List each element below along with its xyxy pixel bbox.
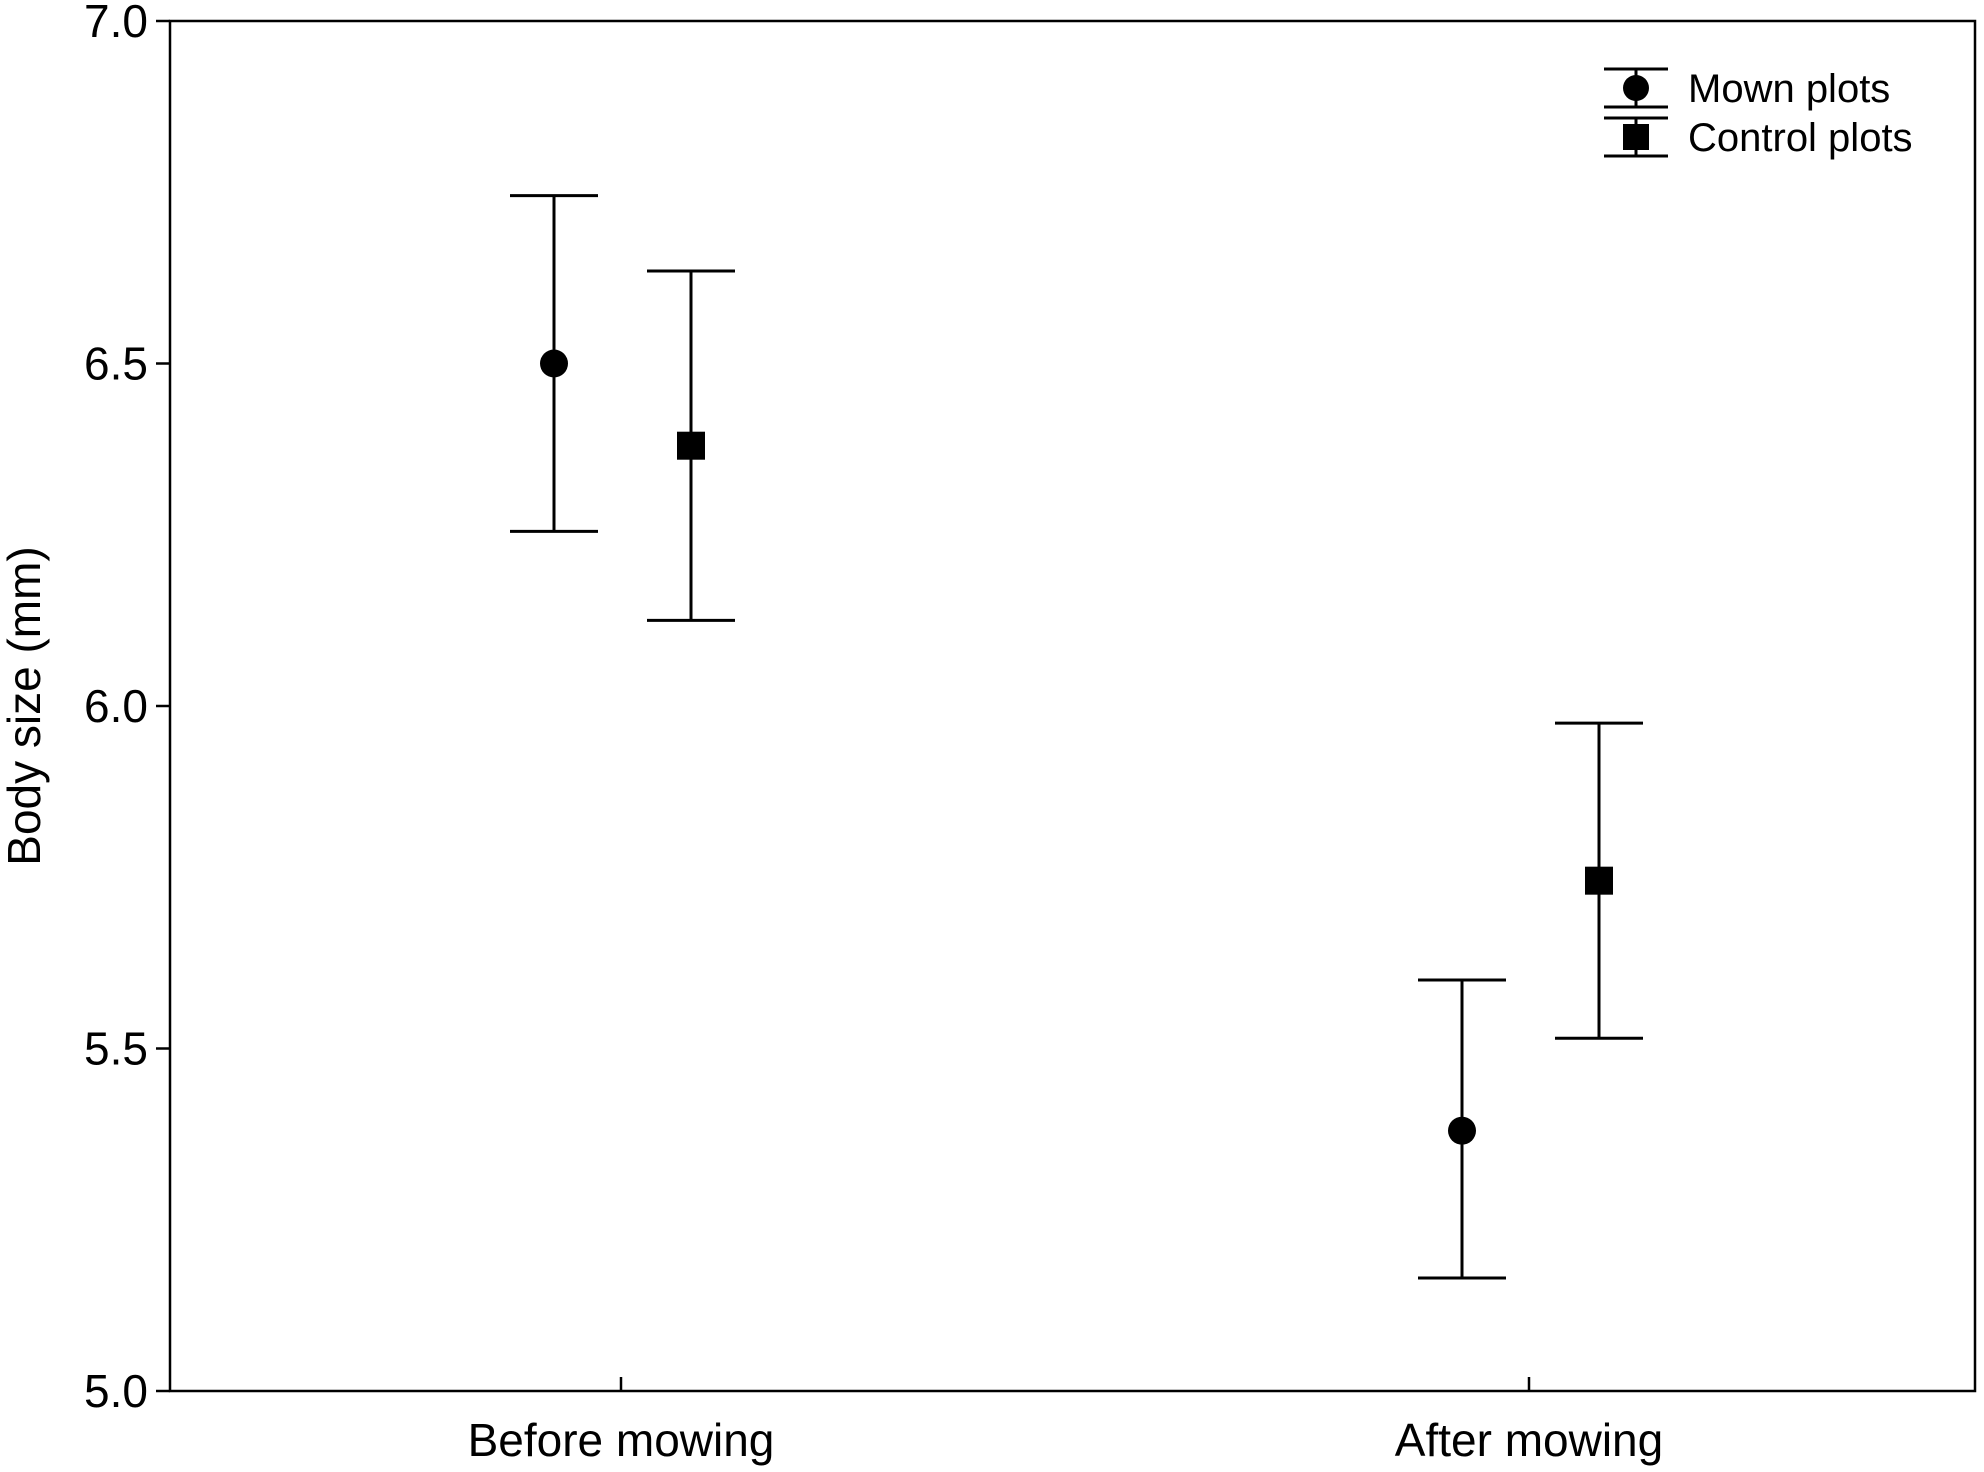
legend-marker-circle bbox=[1623, 75, 1649, 101]
plot-frame bbox=[168, 19, 1977, 1393]
x-tick-label: Before mowing bbox=[468, 1414, 775, 1466]
y-axis-label: Body size (mm) bbox=[0, 546, 50, 865]
error-bar-point bbox=[647, 269, 735, 622]
legend: Mown plots Control plots bbox=[1604, 67, 1913, 160]
legend-marker-square bbox=[1623, 124, 1649, 150]
y-tick-label: 6.0 bbox=[84, 680, 148, 732]
error-bar-point bbox=[1555, 721, 1643, 1040]
y-tick-label: 6.5 bbox=[84, 338, 148, 390]
data-point-square bbox=[677, 431, 705, 460]
data-point-square bbox=[1585, 866, 1613, 895]
x-axis: Before mowing After mowing bbox=[468, 1377, 1663, 1466]
y-tick-label: 7.0 bbox=[84, 0, 148, 47]
y-axis: 5.0 5.5 6.0 6.5 7.0 bbox=[84, 0, 170, 1417]
legend-item: Control plots bbox=[1604, 116, 1913, 160]
legend-item: Mown plots bbox=[1604, 67, 1890, 111]
error-bar-point bbox=[1418, 978, 1506, 1280]
error-bar-point bbox=[510, 194, 598, 533]
legend-label: Control plots bbox=[1688, 116, 1913, 160]
data-point-circle bbox=[1448, 1116, 1476, 1145]
y-tick-label: 5.0 bbox=[84, 1365, 148, 1417]
y-tick-label: 5.5 bbox=[84, 1023, 148, 1075]
x-tick-label: After mowing bbox=[1395, 1414, 1663, 1466]
data-point-circle bbox=[540, 349, 568, 378]
legend-label: Mown plots bbox=[1688, 67, 1890, 111]
data-marks bbox=[510, 194, 1643, 1280]
